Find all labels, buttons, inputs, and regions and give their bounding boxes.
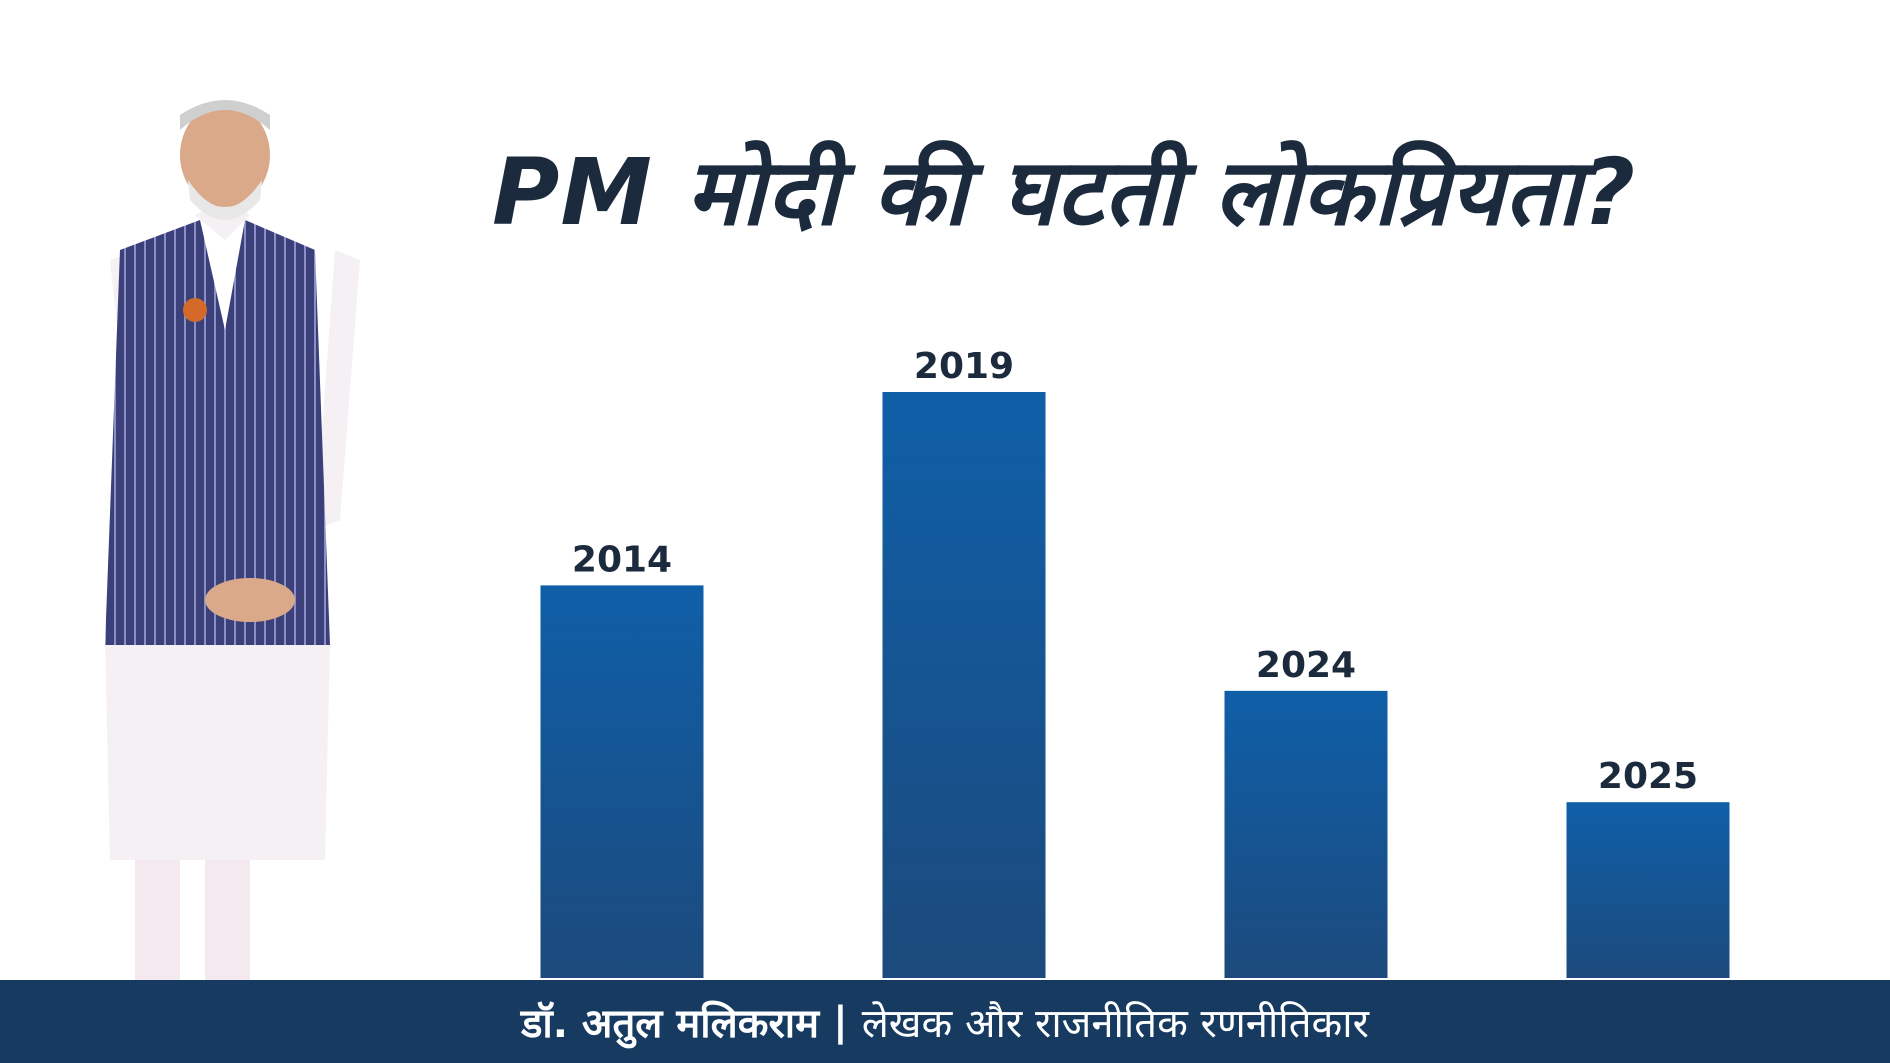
bar-label-2014: 2014 xyxy=(572,539,672,580)
bar-2014 xyxy=(540,585,704,978)
bar-label-2019: 2019 xyxy=(914,346,1014,387)
portrait-figure xyxy=(100,100,430,980)
footer-separator: | xyxy=(833,998,848,1045)
bar-2019 xyxy=(882,392,1046,978)
author-role: लेखक और राजनीतिक रणनीतिकार xyxy=(861,1001,1369,1047)
author-name: डॉ. अतुल मलिकराम xyxy=(521,1001,820,1047)
bar-2024 xyxy=(1224,690,1388,978)
bar-2025 xyxy=(1566,802,1730,978)
footer-bar: डॉ. अतुल मलिकराम | लेखक और राजनीतिक रणनी… xyxy=(0,980,1890,1063)
bar-label-2025: 2025 xyxy=(1598,756,1698,797)
chart-title: PM मोदी की घटती लोकप्रियता? xyxy=(492,139,1637,246)
bar-label-2024: 2024 xyxy=(1256,645,1356,686)
